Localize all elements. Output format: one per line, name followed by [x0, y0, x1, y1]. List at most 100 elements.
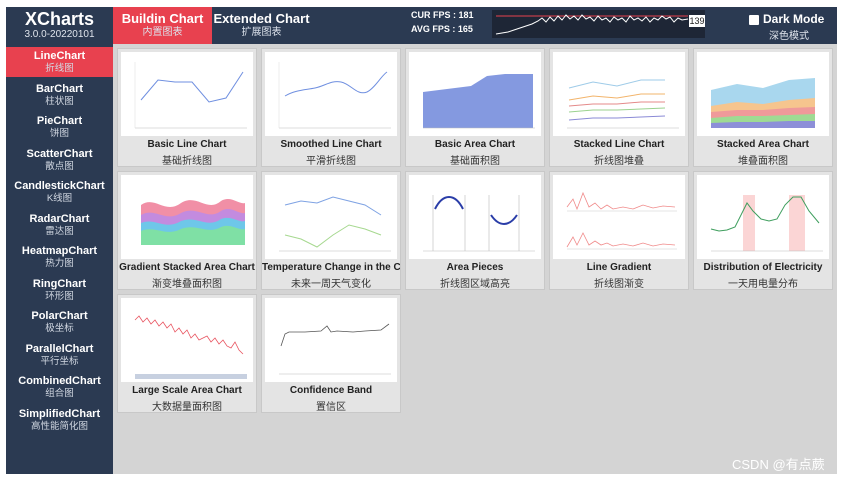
dark-mode-label: Dark Mode — [763, 12, 825, 26]
chart-card-distribution-electricity[interactable]: Distribution of Electricity 一天用电量分布 — [693, 171, 833, 290]
chart-card-smoothed-line[interactable]: Smoothed Line Chart 平滑折线图 — [261, 48, 401, 167]
chart-thumbnail — [121, 52, 253, 136]
dark-mode-checkbox[interactable] — [749, 15, 759, 25]
sidebar-item-label: RingChart — [32, 278, 87, 290]
sidebar-item-sublabel: 折线图 — [45, 63, 74, 74]
sidebar-item-parallelchart[interactable]: ParallelChart 平行坐标 — [6, 340, 113, 370]
chart-card-confidence-band[interactable]: Confidence Band 置信区 — [261, 294, 401, 413]
sidebar-item-simplifiedchart[interactable]: SimplifiedChart 高性能简化图 — [6, 405, 113, 435]
chart-card-title: Gradient Stacked Area Chart — [119, 262, 255, 273]
chart-thumbnail — [121, 175, 253, 259]
sidebar-item-sublabel: 高性能简化图 — [30, 421, 88, 432]
chart-card-subtitle: 基础面积图 — [450, 156, 500, 167]
sidebar-item-sublabel: 散点图 — [45, 161, 74, 172]
chart-card-subtitle: 堆叠面积图 — [738, 156, 788, 167]
chart-thumbnail — [553, 175, 685, 259]
app-window: XCharts 3.0.0-20220101 Buildin Chart 内置图… — [6, 7, 837, 474]
sidebar-item-label: RadarChart — [29, 213, 90, 225]
sidebar-item-sublabel: 平行坐标 — [40, 356, 79, 367]
dark-mode-sublabel: 深色模式 — [769, 31, 809, 42]
sidebar-item-piechart[interactable]: PieChart 饼图 — [6, 112, 113, 142]
sidebar-item-label: ParallelChart — [25, 343, 94, 355]
sidebar-item-label: PieChart — [36, 115, 83, 127]
sidebar-item-ringchart[interactable]: RingChart 环形图 — [6, 275, 113, 305]
cur-fps-label: CUR FPS : 181 — [411, 10, 474, 20]
sidebar-item-linechart[interactable]: LineChart 折线图 — [6, 47, 113, 77]
sidebar-item-label: HeatmapChart — [21, 245, 98, 257]
chart-grid: Basic Line Chart 基础折线图 Smoothed Line Cha… — [113, 44, 837, 474]
chart-thumbnail — [121, 298, 253, 382]
chart-card-title: Temperature Change in the Coming — [262, 262, 400, 273]
sidebar-item-label: SimplifiedChart — [18, 408, 101, 420]
sidebar-item-sublabel: 雷达图 — [45, 226, 74, 237]
chart-card-title: Area Pieces — [446, 262, 504, 273]
sidebar-item-label: CombinedChart — [18, 375, 101, 387]
sidebar-item-heatmapchart[interactable]: HeatmapChart 热力图 — [6, 242, 113, 272]
gradient-stacked-area-thumbnail — [141, 199, 245, 245]
temperature-change-thumbnail — [279, 196, 391, 252]
tab-buildin-chart[interactable]: Buildin Chart 内置图表 — [113, 7, 212, 44]
stacked-line-thumbnail — [567, 79, 679, 129]
fps-sparkline — [495, 14, 689, 35]
chart-card-stacked-line[interactable]: Stacked Line Chart 折线图堆叠 — [549, 48, 689, 167]
line-gradient-thumbnail — [566, 191, 677, 250]
tab-extended-chart[interactable]: Extended Chart 扩展图表 — [212, 7, 311, 44]
chart-card-subtitle: 大数据量面积图 — [152, 402, 222, 413]
chart-card-subtitle: 平滑折线图 — [306, 156, 356, 167]
chart-card-subtitle: 置信区 — [316, 402, 346, 413]
chart-card-subtitle: 渐变堆叠面积图 — [152, 279, 222, 290]
sidebar-item-polarchart[interactable]: PolarChart 极坐标 — [6, 307, 113, 337]
chart-card-subtitle: 未来一周天气变化 — [291, 279, 371, 290]
chart-card-subtitle: 基础折线图 — [162, 156, 212, 167]
chart-card-title: Line Gradient — [586, 262, 652, 273]
chart-card-title: Smoothed Line Chart — [280, 139, 382, 150]
sidebar-item-radarchart[interactable]: RadarChart 雷达图 — [6, 210, 113, 240]
tab-label: Buildin Chart — [121, 11, 204, 26]
tab-sublabel: 扩展图表 — [241, 27, 282, 38]
chart-card-subtitle: 折线图堆叠 — [594, 156, 644, 167]
chart-card-basic-line[interactable]: Basic Line Chart 基础折线图 — [117, 48, 257, 167]
chart-card-subtitle: 折线图区域高亮 — [440, 279, 510, 290]
chart-thumbnail — [265, 52, 397, 136]
chart-thumbnail — [265, 175, 397, 259]
large-scale-area-thumbnail — [134, 315, 247, 379]
chart-thumbnail — [265, 298, 397, 382]
sidebar-item-label: PolarChart — [31, 310, 88, 322]
distribution-electricity-thumbnail — [710, 195, 823, 252]
sidebar-item-label: LineChart — [33, 50, 86, 62]
chart-card-stacked-area[interactable]: Stacked Area Chart 堆叠面积图 — [693, 48, 833, 167]
sidebar-item-barchart[interactable]: BarChart 柱状图 — [6, 80, 113, 110]
sidebar-item-scatterchart[interactable]: ScatterChart 散点图 — [6, 145, 113, 175]
chart-card-gradient-stacked-area[interactable]: Gradient Stacked Area Chart 渐变堆叠面积图 — [117, 171, 257, 290]
chart-thumbnail — [697, 52, 829, 136]
chart-card-subtitle: 一天用电量分布 — [728, 279, 798, 290]
area-pieces-thumbnail — [423, 195, 535, 252]
sidebar-item-label: BarChart — [35, 83, 84, 95]
confidence-band-thumbnail — [279, 323, 391, 375]
chart-card-title: Basic Area Chart — [434, 139, 516, 150]
chart-card-area-pieces[interactable]: Area Pieces 折线图区域高亮 — [405, 171, 545, 290]
sidebar-item-sublabel: 环形图 — [45, 291, 74, 302]
chart-card-subtitle: 折线图渐变 — [594, 279, 644, 290]
sidebar: LineChart 折线图 BarChart 柱状图 PieChart 饼图 S… — [6, 44, 113, 474]
basic-line-thumbnail — [134, 62, 247, 129]
chart-card-large-scale-area[interactable]: Large Scale Area Chart 大数据量面积图 — [117, 294, 257, 413]
app-title: XCharts — [24, 9, 95, 29]
chart-card-title: Basic Line Chart — [147, 139, 227, 150]
chart-card-title: Large Scale Area Chart — [132, 385, 242, 396]
stacked-area-thumbnail — [711, 78, 815, 128]
chart-thumbnail — [697, 175, 829, 259]
chart-thumbnail — [409, 175, 541, 259]
app-logo: XCharts 3.0.0-20220101 — [6, 7, 113, 44]
chart-card-temperature-change[interactable]: Temperature Change in the Coming 未来一周天气变… — [261, 171, 401, 290]
sidebar-item-sublabel: 柱状图 — [45, 96, 74, 107]
chart-card-title: Distribution of Electricity — [703, 262, 823, 273]
tab-sublabel: 内置图表 — [142, 27, 183, 38]
watermark-text: CSDN @有点蕨 — [732, 457, 825, 472]
chart-card-title: Stacked Area Chart — [717, 139, 809, 150]
chart-card-line-gradient[interactable]: Line Gradient 折线图渐变 — [549, 171, 689, 290]
sidebar-item-combinedchart[interactable]: CombinedChart 组合图 — [6, 372, 113, 402]
sidebar-item-label: ScatterChart — [26, 148, 93, 160]
sidebar-item-candlestickchart[interactable]: CandlestickChart K线图 — [6, 177, 113, 207]
chart-card-basic-area[interactable]: Basic Area Chart 基础面积图 — [405, 48, 545, 167]
